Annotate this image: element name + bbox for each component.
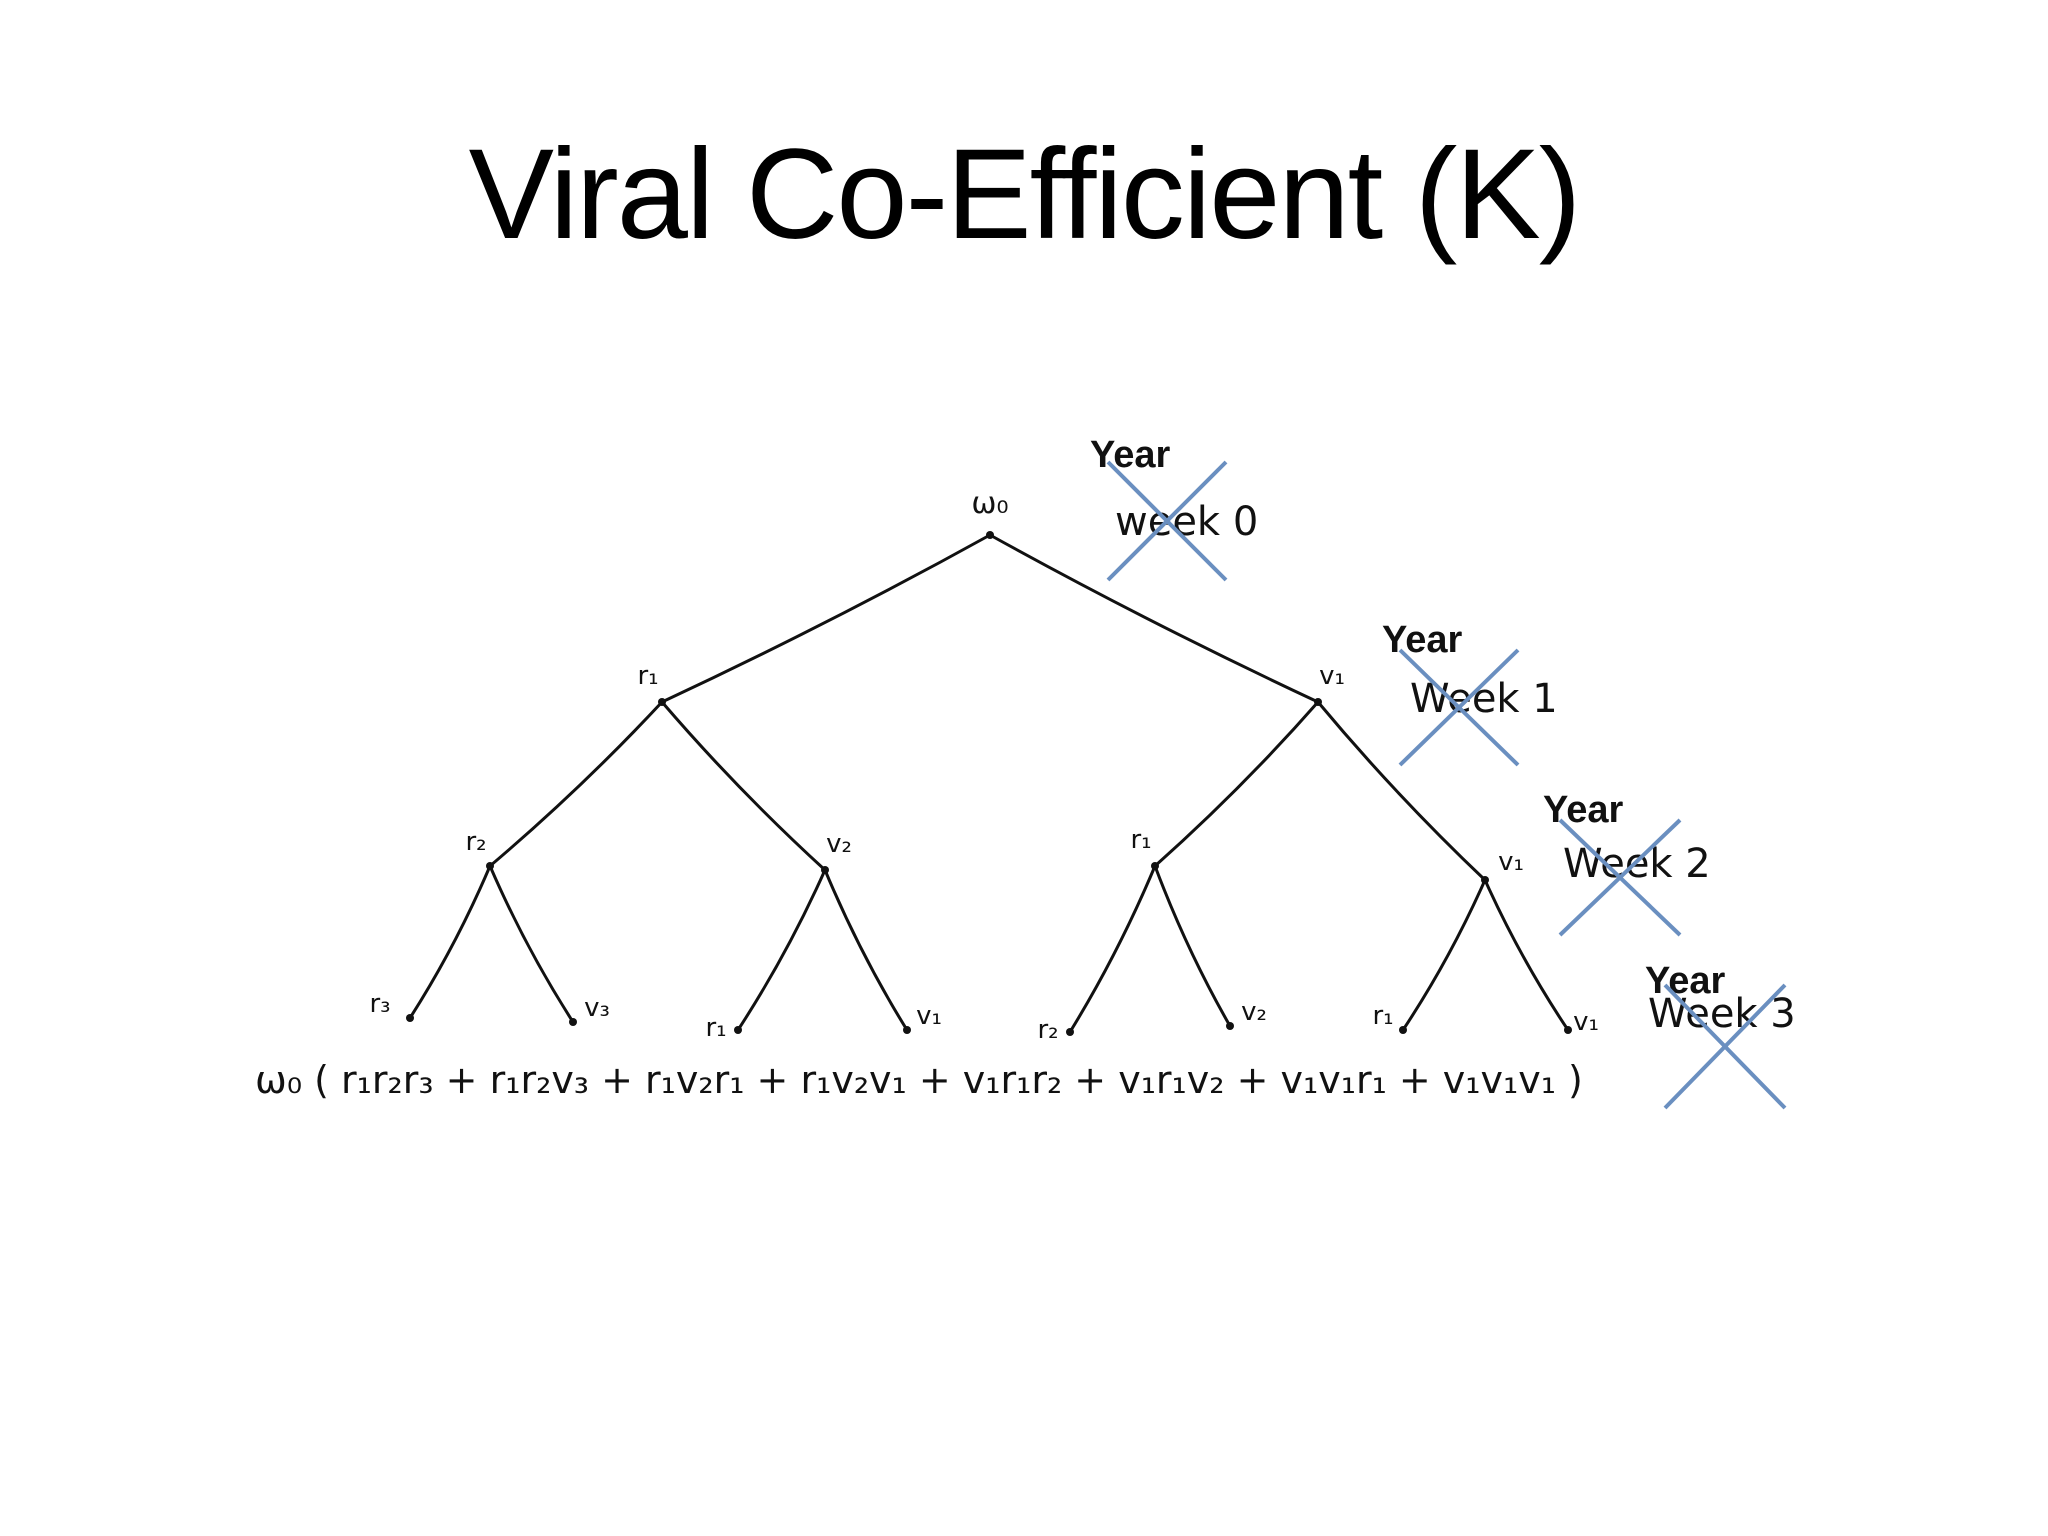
tree-node-label: r₂ [1037,1015,1058,1045]
tree-edge [408,864,492,1020]
tree-node-label: v₁ [1319,661,1345,691]
cross-out-line [1663,983,1787,1110]
tree-node-dot [1399,1026,1407,1034]
tree-node-label: v₁ [916,1001,942,1031]
tree-edge [823,868,909,1032]
tree-node-label: v₂ [1241,997,1267,1027]
slide-title: Viral Co-Efficient (K) [468,123,1582,266]
tree-node-label: r₁ [637,661,658,691]
tree-node-label: v₃ [584,993,610,1023]
tree-node-dot [1564,1026,1572,1034]
tree-node-label: v₁ [1573,1007,1599,1037]
tree-edge [488,864,575,1024]
tree-edge [1153,864,1232,1028]
level-year-label: Year [1645,960,1726,1002]
tree-node-label: r₁ [705,1013,726,1043]
tree-edge [988,533,1320,704]
level-year-label: Year [1543,789,1624,831]
tree-node-dot [569,1018,577,1026]
tree-edges [408,533,1570,1034]
tree-node-label: r₁ [1130,825,1151,855]
tree-edge [1401,878,1487,1032]
tree-node-dot [1066,1028,1074,1036]
tree-node-label: r₃ [369,989,390,1019]
tree-node-dot [406,1014,414,1022]
tree-edge [736,868,827,1032]
cross-out-line [1558,818,1682,937]
tree-node-label: r₂ [465,827,486,857]
formula-text: ω₀ ( r₁r₂r₃ + r₁r₂v₃ + r₁v₂r₁ + r₁v₂v₁ +… [255,1058,1583,1102]
tree-node-label: v₁ [1498,847,1524,877]
tree-node-dot [903,1026,911,1034]
tree-edge [1483,878,1570,1032]
level-year-label: Year [1090,434,1171,476]
tree-node-dot [986,531,994,539]
tree-node-dot [1226,1022,1234,1030]
level-week-label-crossed: week 0 [1115,499,1258,545]
cross-out-line [1398,648,1520,767]
tree-node-dot [734,1026,742,1034]
tree-node-label: r₁ [1372,1001,1393,1031]
tree-node-dot [1151,862,1159,870]
tree-edge [660,533,992,704]
tree-node-label: v₂ [826,829,852,859]
cross-out-line [1106,460,1228,582]
level-year-label: Year [1382,619,1463,661]
tree-node-dot [1314,698,1322,706]
tree-edge [1316,700,1487,882]
tree-node-dot [658,698,666,706]
tree-node-dot [486,862,494,870]
tree-labels: ω₀ r₁ v₁ r₂ v₂ r₁ v₁ r₃ v₃ r₁ v₁ r₂ v₂ r₁ v₁ [369,486,1598,1045]
tree-node-dot [1481,876,1489,884]
tree-node-dot [821,866,829,874]
tree-edge [660,700,827,872]
tree-edge [1068,864,1157,1034]
tree-node-label: ω₀ [971,486,1008,521]
tree-nodes [406,531,1572,1036]
tree-edge [1153,700,1320,868]
tree-edge [488,700,664,868]
